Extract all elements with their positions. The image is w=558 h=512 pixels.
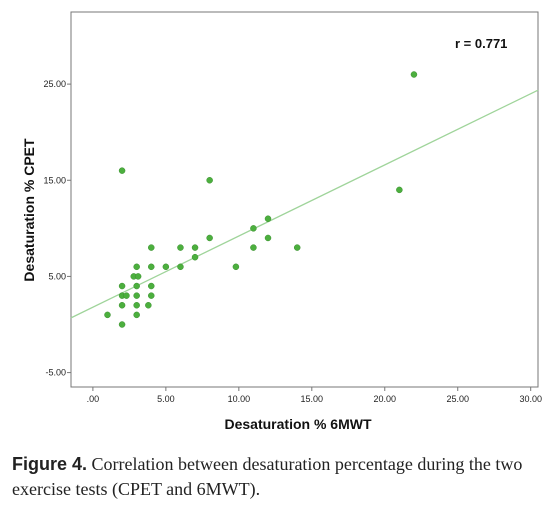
data-point: [177, 244, 184, 251]
y-axis-label: Desaturation % CPET: [21, 138, 37, 282]
x-tick-label: 30.00: [519, 394, 542, 404]
data-point: [206, 177, 213, 184]
x-tick-label: 20.00: [374, 394, 397, 404]
figure-caption-label: Figure 4.: [12, 454, 88, 474]
y-tick-label: 5.00: [48, 271, 66, 281]
data-point: [133, 311, 140, 319]
data-point: [293, 244, 301, 251]
data-point: [162, 263, 170, 271]
data-point: [191, 244, 199, 251]
data-point: [264, 234, 272, 242]
data-point: [148, 292, 155, 299]
data-point: [145, 302, 152, 309]
x-tick-label: 15.00: [301, 394, 324, 404]
plot-frame: [70, 11, 539, 388]
data-point: [118, 321, 126, 328]
figure-caption-text: Correlation between desaturation percent…: [12, 454, 523, 499]
data-point: [133, 292, 140, 299]
data-point: [134, 273, 142, 280]
scatter-chart: .00 5.00 10.00 15.00 20.00 25.00 30.00 -5.00 5.0…: [21, 11, 542, 432]
data-point: [148, 244, 155, 251]
data-point: [250, 244, 257, 251]
fit-line: [70, 89, 539, 319]
data-point: [410, 71, 418, 78]
data-point: [133, 302, 140, 309]
correlation-annotation: r = 0.771: [455, 36, 507, 51]
x-tick-label: 25.00: [446, 394, 469, 404]
data-point: [148, 282, 155, 290]
data-point: [250, 225, 257, 232]
data-point: [104, 311, 111, 319]
data-point: [191, 253, 199, 261]
data-point: [264, 215, 272, 222]
data-point: [118, 302, 126, 309]
data-point: [133, 282, 140, 290]
data-point: [177, 263, 184, 271]
data-point: [396, 186, 403, 194]
data-point: [118, 167, 126, 174]
data-point: [123, 292, 130, 299]
x-tick-label: 5.00: [157, 394, 175, 404]
data-point: [148, 263, 155, 271]
y-tick-label: 15.00: [43, 175, 66, 185]
x-tick-label: 10.00: [228, 394, 251, 404]
data-point: [133, 263, 140, 271]
x-tick-label: .00: [87, 394, 100, 404]
data-point: [118, 282, 126, 290]
y-tick-label: 25.00: [43, 79, 66, 89]
data-point: [206, 234, 213, 242]
data-point: [232, 263, 240, 271]
y-tick-label: -5.00: [45, 368, 66, 378]
x-axis-label: Desaturation % 6MWT: [224, 416, 371, 432]
figure-caption: Figure 4. Correlation between desaturati…: [12, 452, 552, 502]
